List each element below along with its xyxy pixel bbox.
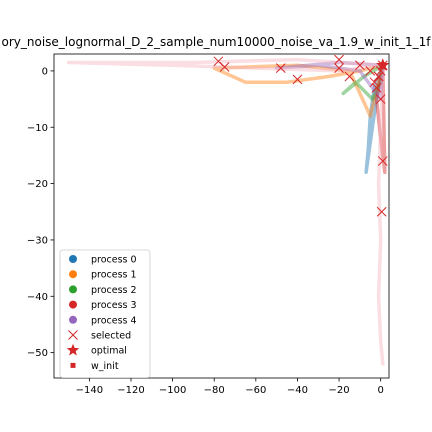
w-init-marker <box>379 62 386 69</box>
selected-marker <box>355 60 365 71</box>
legend-label: optimal <box>91 346 127 357</box>
y-axis: 0 −10 −20 −30 −40 −50 <box>27 66 54 359</box>
legend-entry: process 1 <box>69 270 137 281</box>
legend-label: process 2 <box>91 285 137 296</box>
selected-marker <box>373 71 384 82</box>
selected-marker <box>219 62 230 72</box>
series-line-5 <box>66 57 385 73</box>
x-tick-label: −40 <box>287 385 308 396</box>
legend-label: w_init <box>91 361 119 372</box>
selected-marker <box>369 77 380 88</box>
legend-marker-square <box>70 362 76 368</box>
selected-marker <box>292 74 303 85</box>
y-tick-label: −40 <box>27 292 48 303</box>
x-tick-label: 0 <box>377 385 383 396</box>
selected-marker <box>375 94 386 104</box>
y-tick-label: −30 <box>27 235 48 246</box>
selected-marker <box>376 206 387 217</box>
legend-label: process 1 <box>91 270 137 281</box>
x-tick-label: −120 <box>117 385 144 396</box>
legend-entry: process 3 <box>69 300 137 311</box>
selected-marker <box>365 66 376 76</box>
legend-entry: process 0 <box>69 255 137 266</box>
series-line-0 <box>364 63 385 175</box>
y-tick-label: −20 <box>27 179 48 190</box>
legend-entry: w_init <box>70 361 119 372</box>
legend: process 0 process 1 process 2 process 3 proc… <box>59 249 151 378</box>
selected-marker <box>344 71 355 82</box>
y-tick-label: 0 <box>42 66 48 77</box>
x-tick-label: −20 <box>329 385 350 396</box>
x-tick-label: −80 <box>204 385 225 396</box>
series-line-2 <box>341 63 385 101</box>
legend-marker-x <box>68 330 78 340</box>
selected-marker <box>334 63 344 73</box>
legend-entry: process 2 <box>69 285 137 296</box>
legend-marker-circle <box>69 270 77 279</box>
chart-title: ory_noise_lognormal_D_2_sample_num10000_… <box>2 35 432 49</box>
series-line-1 <box>212 63 385 118</box>
series-line-6 <box>376 63 385 366</box>
legend-label: process 4 <box>91 315 137 326</box>
x-tick-label: −60 <box>245 385 266 396</box>
selected-marker <box>377 156 388 166</box>
y-tick-label: −50 <box>27 348 48 359</box>
legend-marker-circle <box>69 285 77 294</box>
legend-label: process 0 <box>91 255 137 266</box>
legend-entry: process 4 <box>69 315 137 326</box>
legend-box <box>59 249 151 378</box>
series-layer <box>66 57 387 366</box>
y-tick-label: −10 <box>27 123 48 134</box>
legend-label: selected <box>91 331 131 342</box>
series-line-3 <box>374 63 387 175</box>
x-tick-label: −140 <box>76 385 103 396</box>
legend-marker-circle <box>69 300 77 309</box>
plot-frame <box>53 53 390 379</box>
legend-marker-circle <box>69 255 77 263</box>
selected-marker <box>371 82 382 93</box>
legend-marker-star <box>66 343 80 356</box>
legend-entry: optimal <box>66 343 127 357</box>
legend-label: process 3 <box>91 300 137 311</box>
legend-marker-circle <box>69 315 77 324</box>
x-tick-label: −100 <box>159 385 186 396</box>
legend-entry: selected <box>68 330 131 342</box>
selected-marker <box>334 54 344 65</box>
selected-marker <box>275 63 286 73</box>
marker-layer <box>213 54 389 217</box>
x-axis: −140 −120 −100 −80 −60 −40 −20 0 <box>76 378 384 396</box>
